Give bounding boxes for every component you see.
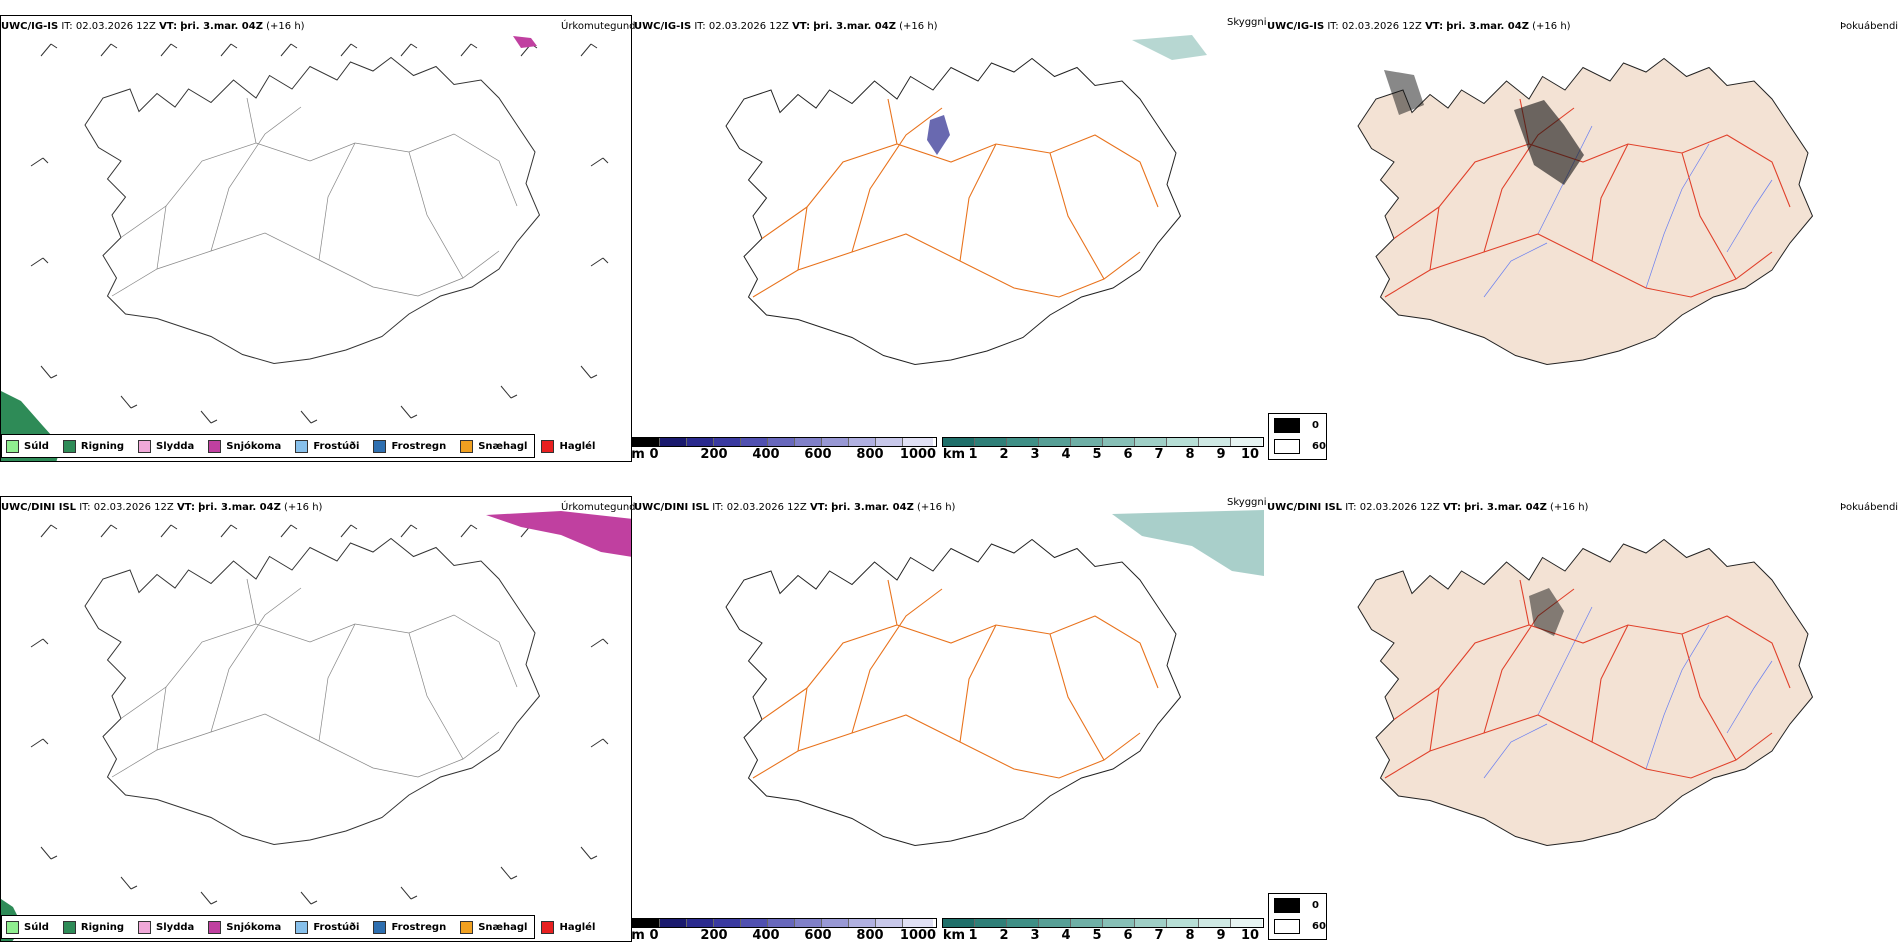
- header-row2-fog: UWC/DINI ISL IT: 02.03.2026 12Z VT: þri.…: [1267, 502, 1589, 513]
- model-name: UWC/DINI ISL: [1, 502, 77, 513]
- visibility-panel-row1: [632, 15, 1264, 435]
- panel-title-precip-row2: Úrkomutegund: [561, 502, 636, 513]
- precip-type-panel-row2: [0, 496, 632, 942]
- cloudbase-colorbar-row1: m 0 200 400 600 800 1000: [631, 437, 937, 463]
- legend-swatch: [138, 920, 152, 934]
- model-name: UWC/DINI ISL: [634, 502, 710, 513]
- legend-swatch: [541, 439, 555, 453]
- legend-item: Snæhagl: [460, 439, 527, 453]
- legend-swatch: [373, 439, 387, 453]
- header-row2-precip: UWC/DINI ISL IT: 02.03.2026 12Z VT: þri.…: [1, 502, 323, 513]
- precip-map-row2: [1, 511, 631, 941]
- legend-swatch: [295, 439, 309, 453]
- legend-swatch: [62, 920, 76, 934]
- legend-item: Frostúði: [295, 439, 359, 453]
- fog-dark-north: [1514, 100, 1584, 185]
- legend-swatch: [373, 920, 387, 934]
- fog-legend-row2: 0 60: [1268, 893, 1327, 940]
- fog-map-row2: [1357, 539, 1813, 846]
- legend-item: Súld: [6, 920, 49, 934]
- fog-dark-northwest: [1384, 70, 1424, 115]
- panel-title-precip-row1: Úrkomutegund: [561, 21, 636, 32]
- snow-area-ne: [513, 36, 537, 48]
- precip-legend-row2: Súld Rigning Slydda Snjókoma Frostúði Fr…: [1, 915, 595, 939]
- vis-area-ne: [1112, 510, 1264, 576]
- precip-type-panel-row1: [0, 15, 632, 462]
- legend-item: Snæhagl: [460, 920, 527, 934]
- legend-swatch: [62, 439, 76, 453]
- legend-item: Slydda: [138, 920, 194, 934]
- model-name: UWC/IG-IS: [634, 21, 692, 32]
- legend-item: Haglél: [541, 920, 595, 934]
- legend-item: Rigning: [62, 439, 124, 453]
- legend-item: Rigning: [62, 920, 124, 934]
- cloudbase-colorbar-row2: m 0 200 400 600 800 1000: [631, 918, 937, 944]
- visibility-map-row1: [725, 35, 1207, 365]
- panel-title-fog-row1: Þokuábendi: [1840, 21, 1899, 32]
- legend-item: Súld: [6, 439, 49, 453]
- legend-swatch: [6, 439, 19, 453]
- model-name: UWC/DINI ISL: [1267, 502, 1343, 513]
- legend-swatch: [460, 920, 474, 934]
- legend-item: Slydda: [138, 439, 194, 453]
- precip-legend-row1: Súld Rigning Slydda Snjókoma Frostúði Fr…: [1, 434, 595, 458]
- panel-title-fog-row2: Þokuábendi: [1840, 502, 1899, 513]
- legend-swatch: [295, 920, 309, 934]
- legend-swatch: [208, 920, 222, 934]
- fog-panel-row2: [1264, 496, 1900, 916]
- vis-area-ne: [1132, 35, 1207, 60]
- legend-item: Frostúði: [295, 920, 359, 934]
- precip-map-row1: [1, 36, 609, 461]
- fog-panel-row1: [1264, 15, 1900, 435]
- model-name: UWC/IG-IS: [1, 21, 59, 32]
- legend-item: Snjókoma: [208, 920, 281, 934]
- model-name: UWC/IG-IS: [1267, 21, 1325, 32]
- header-row1-fog: UWC/IG-IS IT: 02.03.2026 12Z VT: þri. 3.…: [1267, 21, 1571, 32]
- fog-legend-row1: 0 60: [1268, 413, 1327, 460]
- legend-swatch: [208, 439, 222, 453]
- legend-swatch: [138, 439, 152, 453]
- legend-item: Frostregn: [373, 920, 446, 934]
- legend-item: Haglél: [541, 439, 595, 453]
- visibility-colorbar-row1: km 1 2 3 4 5 6 7 8 9 10: [942, 437, 1264, 463]
- legend-swatch: [6, 920, 19, 934]
- legend-swatch: [460, 439, 474, 453]
- header-row1-precip: UWC/IG-IS IT: 02.03.2026 12Z VT: þri. 3.…: [1, 21, 305, 32]
- fog-dark-north: [1529, 588, 1564, 636]
- snow-area-ne: [486, 511, 631, 557]
- visibility-colorbar-row2: km 1 2 3 4 5 6 7 8 9 10: [942, 918, 1264, 944]
- fog-map-row1: [1357, 58, 1813, 365]
- panel-title-vis-row2: Skyggni: [1227, 497, 1267, 508]
- header-row2-vis: UWC/DINI ISL IT: 02.03.2026 12Z VT: þri.…: [634, 502, 956, 513]
- panel-title-vis-row1: Skyggni: [1227, 17, 1267, 28]
- visibility-panel-row2: [632, 496, 1264, 916]
- legend-item: Snjókoma: [208, 439, 281, 453]
- header-row1-vis: UWC/IG-IS IT: 02.03.2026 12Z VT: þri. 3.…: [634, 21, 938, 32]
- visibility-map-row2: [725, 510, 1264, 846]
- low-cloud-area: [927, 115, 950, 155]
- legend-swatch: [541, 920, 555, 934]
- legend-item: Frostregn: [373, 439, 446, 453]
